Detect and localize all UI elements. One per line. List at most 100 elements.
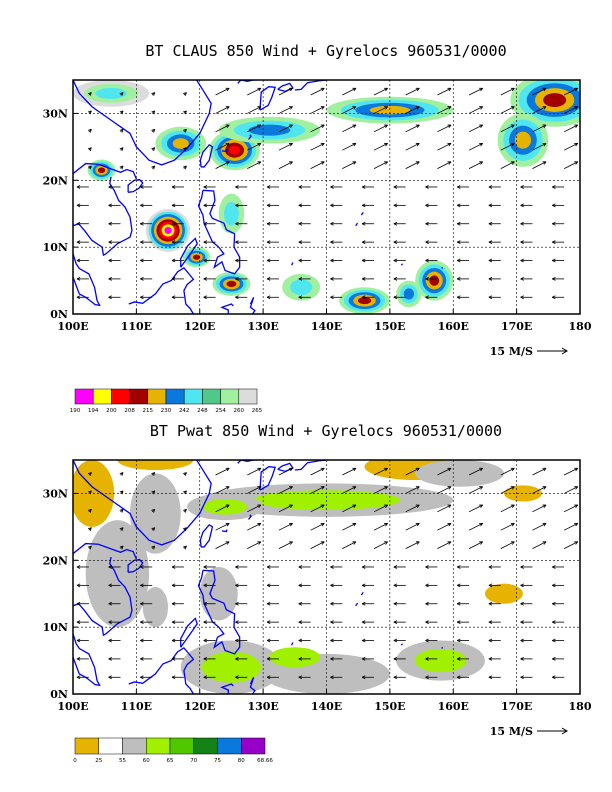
wind-arrow: [552, 601, 565, 606]
wind-arrow: [171, 583, 184, 588]
wind-arrow: [119, 147, 124, 152]
wind-arrow: [235, 277, 248, 281]
wind-arrow: [488, 638, 501, 643]
wind-arrow: [266, 295, 279, 300]
wind-arrow: [437, 504, 452, 513]
wind-arrow: [76, 657, 89, 661]
wind-arrow: [151, 508, 156, 513]
wind-arrow: [140, 203, 153, 208]
colorbar-swatch: [183, 388, 203, 405]
wind-arrow: [342, 161, 357, 169]
wind-arrow: [151, 128, 156, 133]
wind-arrow: [235, 295, 248, 300]
wind-arrow: [76, 258, 89, 263]
wind-arrow: [171, 240, 184, 245]
wind-arrow: [215, 467, 230, 476]
wind-arrow: [310, 143, 325, 151]
wind-arrow: [425, 203, 438, 208]
coastline: [355, 602, 359, 607]
x-tick-label: 120E: [184, 700, 215, 713]
wind-arrow: [361, 295, 375, 300]
wind-arrow: [552, 620, 565, 625]
y-tick-label: 10N: [43, 621, 68, 634]
wind-arrow: [520, 277, 533, 281]
wind-arrow: [235, 221, 248, 226]
wind-arrow: [457, 565, 470, 569]
wind-arrow: [457, 295, 470, 300]
coastline: [73, 80, 212, 166]
wind-arrow: [171, 258, 184, 263]
wind-scale-label: 15 M/S: [490, 725, 533, 738]
wind-arrow: [266, 583, 279, 588]
wind-arrow: [87, 128, 92, 133]
wind-arrow: [552, 221, 565, 226]
colorbar-swatch: [98, 737, 123, 755]
wind-arrow: [203, 620, 216, 625]
wind-arrow: [500, 486, 515, 494]
shaded-feature: [369, 105, 411, 115]
shaded-feature: [192, 254, 201, 260]
wind-arrow: [457, 258, 470, 263]
wind-arrow: [108, 601, 121, 606]
wind-arrow: [405, 504, 420, 513]
wind-arrow: [532, 124, 547, 133]
wind-arrow: [330, 221, 343, 226]
wind-arrow: [330, 258, 343, 263]
wind-arrow: [500, 87, 515, 96]
wind-arrow: [310, 486, 325, 494]
wind-arrow: [140, 583, 153, 588]
wind-arrow: [552, 583, 565, 588]
coastline: [221, 529, 228, 533]
wind-arrow: [552, 295, 565, 300]
wind-arrow: [393, 185, 406, 189]
wind-arrow: [215, 106, 230, 114]
coastline: [237, 460, 259, 464]
coastline: [360, 592, 364, 596]
wind-arrow: [235, 675, 248, 680]
wind-arrow: [247, 541, 262, 549]
wind-arrow: [361, 601, 375, 606]
wind-arrow: [171, 620, 184, 625]
wind-arrow: [278, 87, 293, 96]
chart-title-pwat: BT Pwat 850 Wind + Gyrelocs 960531/0000: [150, 422, 502, 440]
wind-arrow: [278, 523, 293, 531]
shaded-feature: [85, 520, 150, 628]
wind-arrow: [488, 601, 501, 606]
wind-arrow: [532, 87, 547, 96]
coastline: [441, 646, 444, 649]
wind-arrow: [298, 657, 311, 661]
wind-arrow: [247, 504, 262, 513]
shaded-feature: [357, 297, 372, 305]
wind-arrow: [361, 221, 375, 226]
wind-arrow: [425, 221, 438, 226]
wind-arrow: [552, 185, 565, 189]
colorbar-claus: 190 194 200 208 215 230 242 248 254 260 265: [70, 388, 263, 414]
wind-arrow: [247, 143, 262, 151]
wind-arrow: [108, 185, 121, 189]
x-tick-label: 120E: [184, 320, 215, 333]
wind-arrow: [119, 92, 124, 96]
colorbar-swatch: [147, 388, 167, 405]
colorbar-label: 70: [190, 758, 197, 764]
wind-arrow: [298, 258, 311, 263]
wind-arrow: [457, 277, 470, 281]
wind-arrow: [405, 124, 420, 133]
wind-arrow: [405, 467, 420, 476]
wind-arrow: [457, 675, 470, 680]
wind-arrow: [76, 601, 89, 606]
colorbar-label: 80: [238, 758, 245, 764]
coastline: [73, 162, 137, 180]
wind-arrow: [140, 221, 153, 226]
wind-arrow: [76, 565, 89, 569]
wind-arrow: [183, 490, 187, 495]
wind-arrow: [457, 657, 470, 661]
wind-arrow: [437, 486, 452, 494]
wind-arrow: [425, 258, 438, 263]
wind-arrow: [393, 240, 406, 245]
wind-arrow: [298, 295, 311, 300]
colorbar-label: 254: [215, 408, 226, 414]
wind-arrow: [278, 467, 293, 476]
wind-arrow: [76, 203, 89, 208]
coastline: [73, 176, 133, 257]
colorbar-label: 248: [197, 408, 208, 414]
